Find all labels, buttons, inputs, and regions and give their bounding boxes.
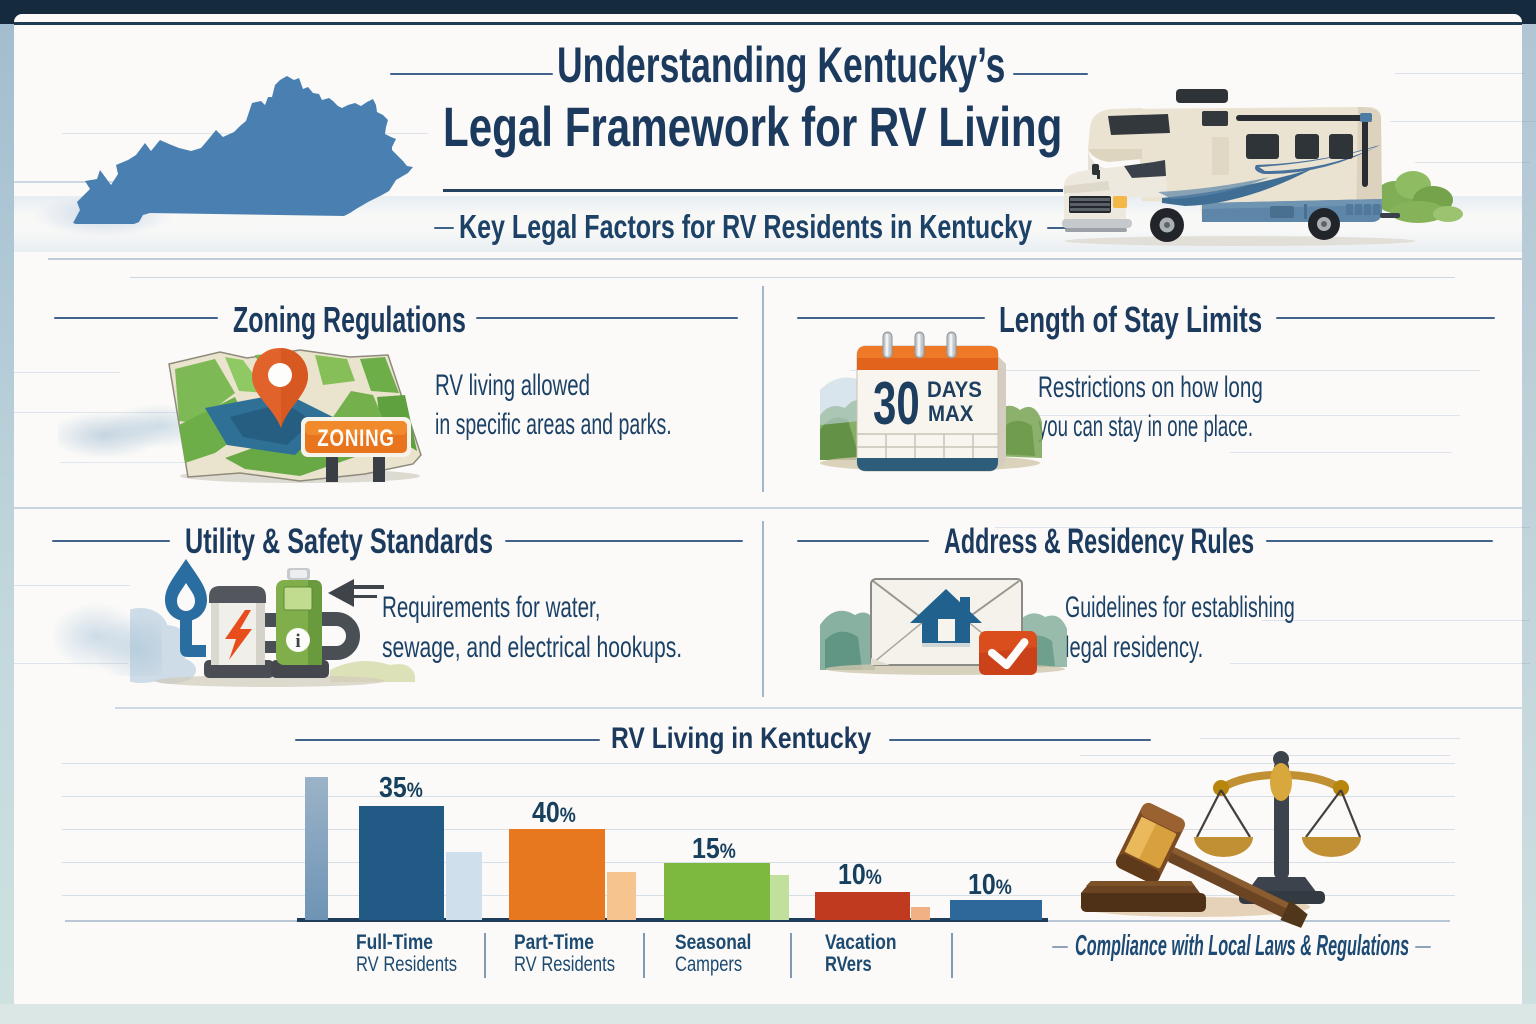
svg-text:30: 30 xyxy=(873,370,920,437)
svg-text:MAX: MAX xyxy=(928,401,973,426)
svg-text:ZONING: ZONING xyxy=(317,425,394,452)
svg-text:DAYS: DAYS xyxy=(927,377,982,402)
svg-text:i: i xyxy=(295,631,300,652)
